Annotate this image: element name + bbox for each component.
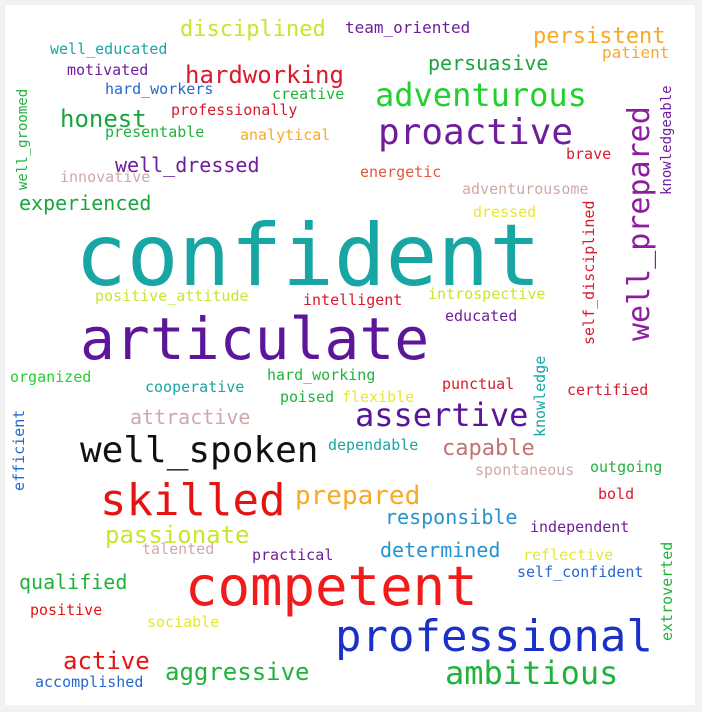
word-outgoing: outgoing [590,458,663,476]
word-practical: practical [252,546,334,564]
word-analytical: analytical [240,126,331,144]
word-disciplined: disciplined [180,17,326,42]
word-well-educated: well_educated [50,40,168,58]
word-well-groomed: well_groomed [15,88,31,190]
word-dressed: dressed [473,203,537,221]
word-passionate: passionate [105,521,250,549]
word-active: active [63,647,150,675]
word-honest: honest [60,105,147,133]
word-adventurous: adventurous [375,76,587,114]
word-responsible: responsible [385,505,518,529]
word-attractive: attractive [130,405,251,429]
word-sociable: sociable [147,613,220,631]
word-patient: patient [602,43,670,62]
word-cooperative: cooperative [145,378,245,396]
word-self-confident: self_confident [517,563,644,581]
word-introspective: introspective [428,285,546,303]
word-aggressive: aggressive [165,658,310,686]
word-capable: capable [442,436,535,461]
word-certified: certified [567,381,649,399]
word-persistent: persistent [533,24,666,49]
word-skilled: skilled [100,475,286,526]
word-well-prepared: well_prepared [622,106,657,341]
word-organized: organized [10,368,92,386]
word-punctual: punctual [442,375,515,393]
word-professionally: professionally [171,101,298,119]
word-motivated: motivated [67,61,149,79]
word-energetic: energetic [360,163,442,181]
word-spontaneous: spontaneous [475,461,575,479]
word-cloud: confident articulate competent professio… [5,5,695,705]
word-extroverted: extroverted [658,541,676,641]
word-knowledge: knowledge [531,355,549,437]
word-positive: positive [30,601,103,619]
word-hard-working: hard_working [267,366,376,384]
word-reflective: reflective [523,546,614,564]
word-professional: professional [335,611,653,662]
word-presentable: presentable [105,123,205,141]
word-intelligent: intelligent [303,291,403,309]
word-qualified: qualified [19,570,128,594]
word-educated: educated [445,307,518,325]
word-poised: poised [280,388,335,406]
word-persuasive: persuasive [428,51,549,75]
word-determined: determined [380,538,501,562]
word-proactive: proactive [378,112,574,153]
word-experienced: experienced [19,191,152,215]
word-articulate: articulate [80,305,430,373]
word-well-dressed: well_dressed [115,153,260,177]
word-well-spoken: well_spoken [80,430,319,471]
word-positive-attitude: positive_attitude [95,287,249,305]
word-knowledgeable: knowledgeable [659,85,675,195]
word-adventurousome: adventurousome [462,180,589,198]
word-efficient: efficient [10,409,28,491]
word-team-oriented: team_oriented [345,18,471,37]
word-self-disciplined: self_disciplined [580,200,598,346]
word-independent: independent [530,518,630,536]
word-dependable: dependable [328,436,419,454]
word-assertive: assertive [355,396,529,434]
word-bold: bold [598,485,635,503]
word-accomplished: accomplished [35,673,144,691]
word-prepared: prepared [295,481,421,511]
word-hardworking: hardworking [185,61,344,89]
word-confident: confident [75,206,541,306]
word-hard-workers: hard_workers [105,80,214,98]
word-creative: creative [272,85,345,103]
word-ambitious: ambitious [445,654,619,692]
word-flexible: flexible [342,388,415,406]
word-talented: talented [142,540,215,558]
word-innovative: innovative [60,168,151,186]
word-competent: competent [185,555,478,618]
word-brave: brave [566,145,612,163]
